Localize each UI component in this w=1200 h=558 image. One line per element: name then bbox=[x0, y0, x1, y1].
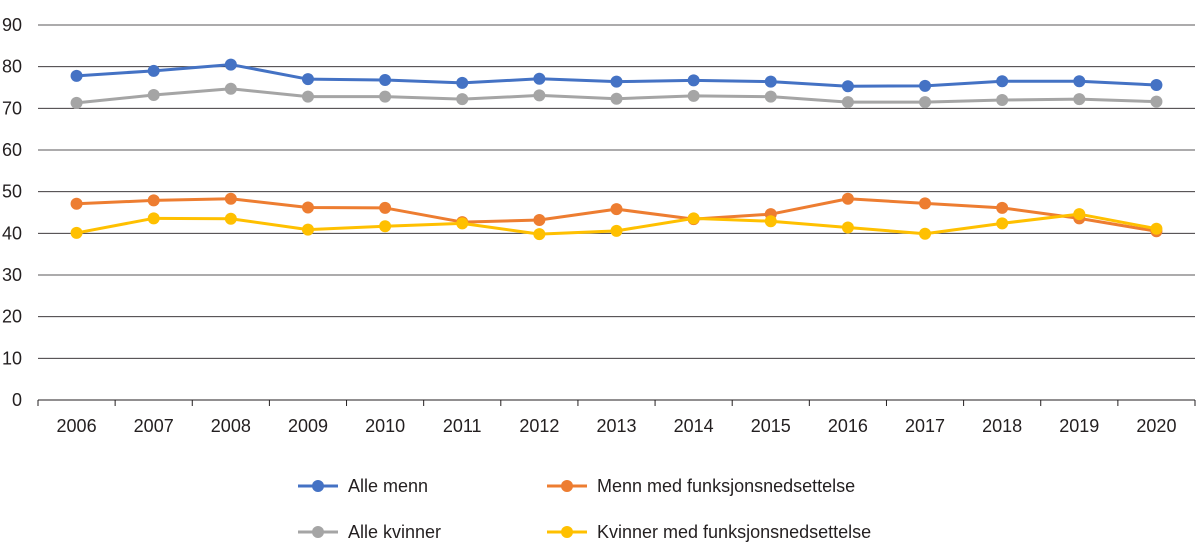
data-point bbox=[996, 94, 1009, 106]
data-point bbox=[996, 217, 1009, 230]
data-point bbox=[456, 217, 469, 230]
legend-label: Kvinner med funksjonsnedsettelse bbox=[597, 522, 871, 542]
x-tick-label: 2017 bbox=[905, 416, 945, 436]
x-tick-label: 2008 bbox=[211, 416, 251, 436]
series-lines bbox=[70, 58, 1163, 241]
data-point bbox=[70, 96, 83, 109]
data-point bbox=[224, 82, 237, 95]
legend-label: Alle kvinner bbox=[348, 522, 441, 542]
x-tick-label: 2019 bbox=[1059, 416, 1099, 436]
data-point bbox=[919, 227, 932, 240]
data-point bbox=[147, 194, 160, 207]
data-point bbox=[301, 223, 314, 236]
data-point bbox=[379, 90, 392, 103]
y-tick-label: 10 bbox=[2, 348, 22, 368]
data-point bbox=[147, 64, 160, 77]
data-point bbox=[301, 201, 314, 214]
data-point bbox=[301, 73, 314, 86]
data-point bbox=[1073, 75, 1086, 88]
data-point bbox=[841, 80, 854, 93]
x-tick-label: 2006 bbox=[57, 416, 97, 436]
data-point bbox=[533, 214, 546, 226]
data-point bbox=[224, 192, 237, 205]
x-tick-label: 2009 bbox=[288, 416, 328, 436]
data-point bbox=[533, 89, 546, 102]
data-point bbox=[70, 197, 83, 210]
data-point bbox=[610, 224, 623, 237]
data-point bbox=[1073, 208, 1086, 221]
axes: 0 10 20 30 40 50 60 70 80 90 2006 2007 2008 2009 2010 2… bbox=[2, 15, 1196, 436]
data-point bbox=[1150, 222, 1163, 235]
x-tick-label: 2015 bbox=[751, 416, 791, 436]
data-point bbox=[610, 75, 623, 88]
legend-label: Menn med funksjonsnedsettelse bbox=[597, 476, 855, 496]
data-point bbox=[456, 93, 469, 106]
y-tick-label: 50 bbox=[2, 182, 22, 202]
data-point bbox=[610, 203, 623, 216]
data-point bbox=[919, 79, 932, 92]
x-tick-label: 2014 bbox=[674, 416, 714, 436]
data-point bbox=[764, 75, 777, 88]
data-point bbox=[147, 212, 160, 225]
data-point bbox=[1150, 79, 1163, 91]
data-point bbox=[919, 197, 932, 210]
x-tick-label: 2018 bbox=[982, 416, 1022, 436]
data-point bbox=[147, 89, 160, 101]
data-point bbox=[1073, 93, 1086, 106]
data-point bbox=[379, 74, 392, 86]
data-point bbox=[764, 215, 777, 228]
data-point bbox=[379, 220, 392, 233]
data-point bbox=[610, 92, 623, 105]
data-point bbox=[919, 96, 932, 109]
data-point bbox=[533, 72, 546, 85]
data-point bbox=[224, 212, 237, 225]
data-point bbox=[687, 74, 700, 87]
legend-marker bbox=[312, 480, 324, 492]
y-tick-label: 30 bbox=[2, 265, 22, 285]
data-point bbox=[764, 90, 777, 103]
data-point bbox=[70, 226, 83, 239]
x-tick-label: 2010 bbox=[365, 416, 405, 436]
y-tick-label: 90 bbox=[2, 15, 22, 35]
y-tick-label: 60 bbox=[2, 140, 22, 160]
y-tick-label: 80 bbox=[2, 57, 22, 77]
y-tick-label: 40 bbox=[2, 223, 22, 243]
legend-marker bbox=[312, 526, 324, 538]
gridlines bbox=[38, 24, 1195, 359]
data-point bbox=[996, 201, 1009, 214]
data-point bbox=[687, 212, 700, 225]
y-tick-label: 70 bbox=[2, 98, 22, 118]
data-point bbox=[70, 69, 83, 82]
y-tick-label: 20 bbox=[2, 307, 22, 327]
data-point bbox=[841, 221, 854, 234]
x-tick-label: 2007 bbox=[134, 416, 174, 436]
data-point bbox=[1150, 95, 1163, 108]
y-tick-label: 0 bbox=[12, 390, 22, 410]
data-point bbox=[456, 76, 469, 89]
data-point bbox=[301, 90, 314, 103]
data-point bbox=[687, 89, 700, 102]
data-point bbox=[996, 75, 1009, 88]
x-tick-label: 2013 bbox=[596, 416, 636, 436]
data-point bbox=[841, 96, 854, 109]
x-tick-label: 2016 bbox=[828, 416, 868, 436]
legend-marker bbox=[561, 526, 573, 538]
legend-marker bbox=[561, 480, 573, 492]
legend: Alle menn Menn med funksjonsnedsettelse Al… bbox=[298, 476, 871, 542]
x-tick-label: 2012 bbox=[519, 416, 559, 436]
data-point bbox=[224, 58, 237, 71]
x-tick-label: 2020 bbox=[1136, 416, 1176, 436]
data-point bbox=[379, 201, 392, 214]
x-tick-label: 2011 bbox=[443, 416, 482, 436]
legend-label: Alle menn bbox=[348, 476, 428, 496]
data-point bbox=[841, 192, 854, 205]
data-point bbox=[533, 228, 546, 241]
